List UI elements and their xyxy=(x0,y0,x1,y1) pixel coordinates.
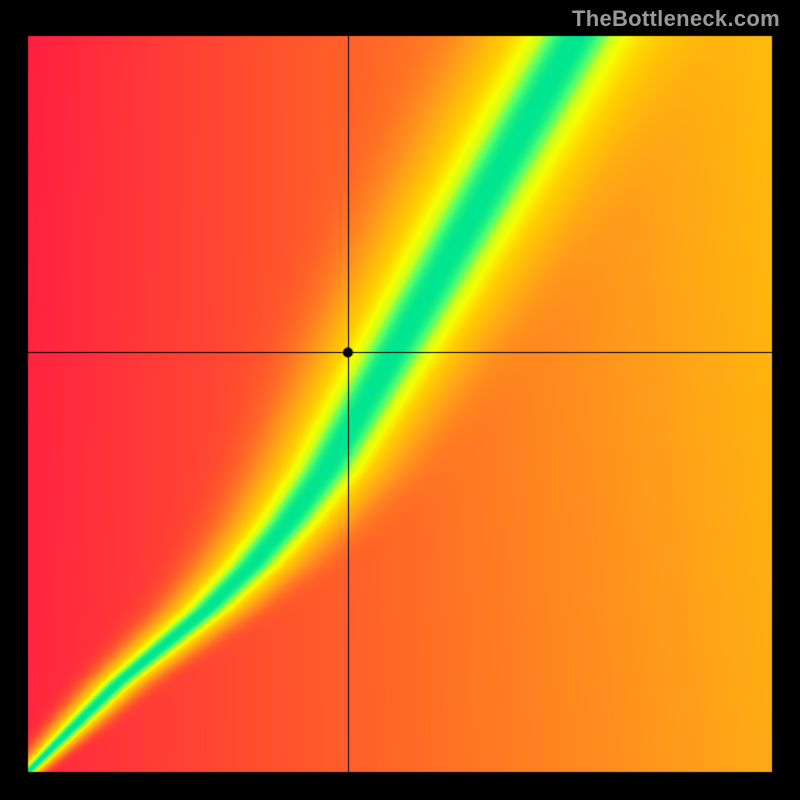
bottleneck-heatmap xyxy=(0,0,800,800)
watermark-text: TheBottleneck.com xyxy=(572,6,780,32)
